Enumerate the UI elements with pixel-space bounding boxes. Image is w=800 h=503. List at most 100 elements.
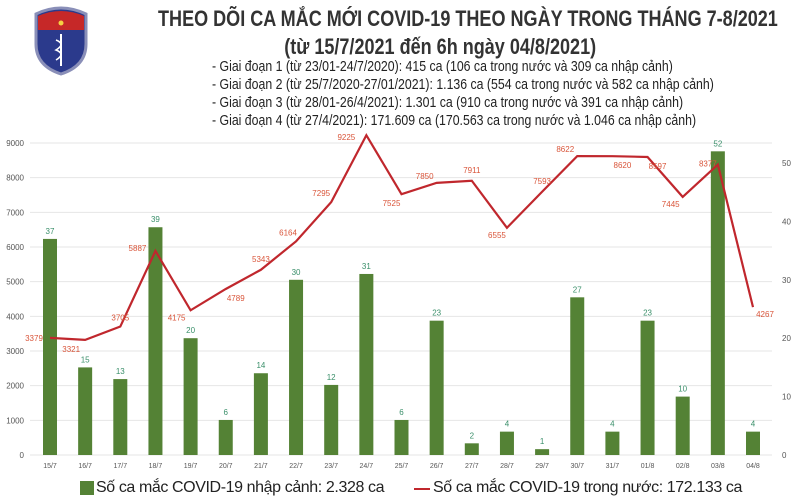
phase-4-summary: - Giai đoạn 4 (từ 27/4/2021): 171.609 ca… [212, 112, 697, 129]
line-value-label: 3379 [25, 334, 43, 343]
bar-imported [253, 373, 268, 455]
line-value-label: 4175 [168, 313, 186, 322]
legend-imported: Số ca mắc COVID-19 nhập cảnh: 2.328 ca [80, 478, 384, 498]
ministry-of-health-logo [34, 6, 88, 76]
right-axis-tick: 40 [782, 217, 791, 226]
legend-domestic: Số ca mắc COVID-19 trong nước: 172.133 c… [414, 478, 742, 498]
bar-value-label: 4 [505, 420, 510, 429]
left-axis-tick: 9000 [6, 139, 24, 148]
x-axis-tick: 20/7 [219, 463, 233, 470]
bar-imported [710, 151, 725, 455]
x-axis-tick: 24/7 [360, 463, 374, 470]
bar-imported [605, 431, 620, 455]
legend-line-swatch [414, 488, 430, 490]
line-value-label: 7295 [312, 189, 330, 198]
phase-3-summary: - Giai đoạn 3 (từ 28/01-26/4/2021): 1.30… [212, 94, 684, 111]
bar-value-label: 52 [713, 139, 722, 148]
right-axis-tick: 30 [782, 276, 791, 285]
left-axis-tick: 8000 [6, 174, 24, 183]
bar-imported [464, 443, 479, 455]
legend-bar-swatch [80, 481, 94, 495]
line-value-label: 7593 [533, 177, 551, 186]
right-axis-tick: 20 [782, 334, 791, 343]
bar-value-label: 37 [46, 227, 55, 236]
bar-imported [148, 227, 163, 455]
x-axis-tick: 18/7 [149, 463, 163, 470]
bar-value-label: 23 [432, 309, 441, 318]
bar-imported [218, 419, 233, 455]
bar-value-label: 10 [678, 385, 687, 394]
phase-1-summary: - Giai đoạn 1 (từ 23/01-24/7/2020): 415 … [212, 58, 673, 75]
bar-imported [43, 238, 57, 455]
bar-imported [675, 396, 690, 455]
chart-subtitle: (từ 15/7/2021 đến 6h ngày 04/8/2021) [284, 34, 596, 59]
bar-imported [394, 419, 409, 455]
line-value-label: 7525 [383, 199, 401, 208]
line-value-label: 4789 [227, 294, 245, 303]
bar-value-label: 12 [327, 373, 336, 382]
left-axis-tick: 4000 [6, 312, 24, 321]
legend-imported-label: Số ca mắc COVID-19 nhập cảnh: 2.328 ca [96, 479, 385, 496]
line-value-label: 8597 [649, 162, 667, 171]
bar-imported [359, 273, 374, 455]
line-domestic [49, 132, 755, 341]
bar-imported [289, 279, 304, 455]
line-value-label: 6164 [279, 228, 297, 237]
line-value-label: 8620 [614, 161, 632, 170]
x-axis-tick: 28/7 [500, 463, 514, 470]
line-value-label: 7850 [416, 172, 434, 181]
bar-value-label: 23 [643, 309, 652, 318]
x-axis-tick: 31/7 [606, 463, 620, 470]
line-value-label: 7911 [463, 166, 481, 175]
bar-imported [324, 384, 339, 455]
left-axis-tick: 0 [20, 451, 25, 460]
legend-domestic-label: Số ca mắc COVID-19 trong nước: 172.133 c… [433, 479, 742, 496]
left-axis-tick: 5000 [6, 278, 24, 287]
bar-imported [746, 431, 760, 455]
bar-value-label: 20 [186, 326, 195, 335]
bar-imported [640, 320, 655, 455]
bar-imported [535, 449, 550, 455]
bar-value-label: 4 [751, 420, 756, 429]
bar-value-label: 27 [573, 285, 582, 294]
line-value-label: 7445 [662, 200, 680, 209]
bar-imported [429, 320, 444, 455]
bar-value-label: 4 [610, 420, 615, 429]
x-axis-tick: 22/7 [289, 463, 303, 470]
bar-imported [113, 379, 128, 455]
x-axis-tick: 23/7 [324, 463, 338, 470]
bar-value-label: 1 [540, 437, 545, 446]
x-axis-tick: 03/8 [711, 463, 725, 470]
bar-imported [183, 338, 198, 455]
bar-value-label: 6 [224, 408, 229, 417]
bar-value-label: 39 [151, 215, 160, 224]
line-value-label: 3321 [62, 345, 80, 354]
line-value-label: 5343 [252, 255, 270, 264]
right-axis-tick: 0 [782, 451, 787, 460]
left-axis-tick: 2000 [6, 382, 24, 391]
x-axis-tick: 17/7 [113, 463, 127, 470]
bar-value-label: 2 [470, 431, 475, 440]
x-axis-tick: 02/8 [676, 463, 690, 470]
bar-imported [499, 431, 514, 455]
line-value-label: 5887 [129, 244, 147, 253]
x-axis-tick: 27/7 [465, 463, 479, 470]
line-value-label: 8377 [699, 160, 717, 169]
right-axis-tick: 10 [782, 393, 791, 402]
bar-value-label: 15 [81, 355, 90, 364]
x-axis-tick: 16/7 [78, 463, 92, 470]
left-axis-tick: 3000 [6, 347, 24, 356]
line-value-label: 9225 [337, 133, 355, 142]
bar-value-label: 13 [116, 367, 125, 376]
bar-value-label: 14 [256, 361, 265, 370]
line-value-label: 4267 [756, 310, 774, 319]
right-axis-tick: 50 [782, 159, 791, 168]
x-axis-tick: 01/8 [641, 463, 655, 470]
x-axis-tick: 29/7 [535, 463, 549, 470]
chart-title: THEO DÕI CA MẮC MỚI COVID-19 THEO NGÀY T… [158, 6, 778, 31]
bar-imported [78, 367, 93, 455]
x-axis-tick: 19/7 [184, 463, 198, 470]
x-axis-tick: 04/8 [746, 463, 760, 470]
bar-value-label: 31 [362, 262, 371, 271]
x-axis-tick: 21/7 [254, 463, 268, 470]
